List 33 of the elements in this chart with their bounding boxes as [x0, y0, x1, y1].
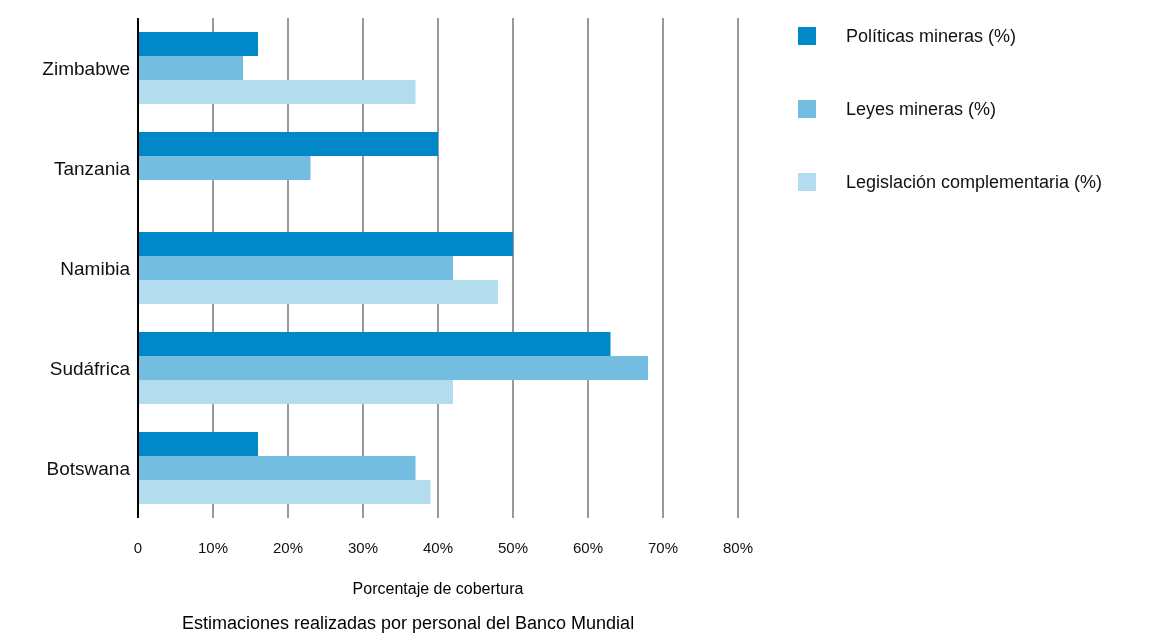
y-tick-label: Zimbabwe: [42, 57, 130, 79]
bar: [138, 280, 498, 304]
bar: [138, 256, 453, 280]
bar: [138, 232, 513, 256]
x-tick-label: 40%: [422, 538, 454, 556]
bar: [138, 356, 648, 380]
bar: [138, 432, 258, 456]
bar: [138, 456, 416, 480]
legend-label: Políticas mineras (%): [846, 25, 1017, 47]
legend-label: Legislación complementaria (%): [846, 171, 1103, 193]
legend-label: Leyes mineras (%): [846, 98, 997, 120]
y-tick-label: Botswana: [46, 457, 131, 479]
bar: [138, 380, 453, 404]
y-tick-label: Namibia: [60, 257, 131, 279]
x-tick-label: 50%: [497, 538, 529, 556]
bar: [138, 80, 416, 104]
x-tick-label: 0: [133, 538, 143, 556]
bar: [138, 132, 438, 156]
x-tick-label: 10%: [197, 538, 229, 556]
y-tick-label: Sudáfrica: [49, 357, 131, 379]
x-tick-label: 20%: [272, 538, 304, 556]
bar: [138, 56, 243, 80]
bar: [138, 480, 431, 504]
x-tick-label: 70%: [647, 538, 679, 556]
x-axis-title: Porcentaje de cobertura: [351, 580, 525, 598]
bar: [138, 32, 258, 56]
y-tick-label: Tanzania: [53, 157, 131, 179]
x-tick-label: 80%: [722, 538, 754, 556]
x-tick-label: 60%: [572, 538, 604, 556]
bar: [138, 332, 611, 356]
text: Estimaciones realizadas por personal del Banco Mundial: [180, 613, 636, 634]
x-tick-label: 30%: [347, 538, 379, 556]
bar: [138, 156, 311, 180]
